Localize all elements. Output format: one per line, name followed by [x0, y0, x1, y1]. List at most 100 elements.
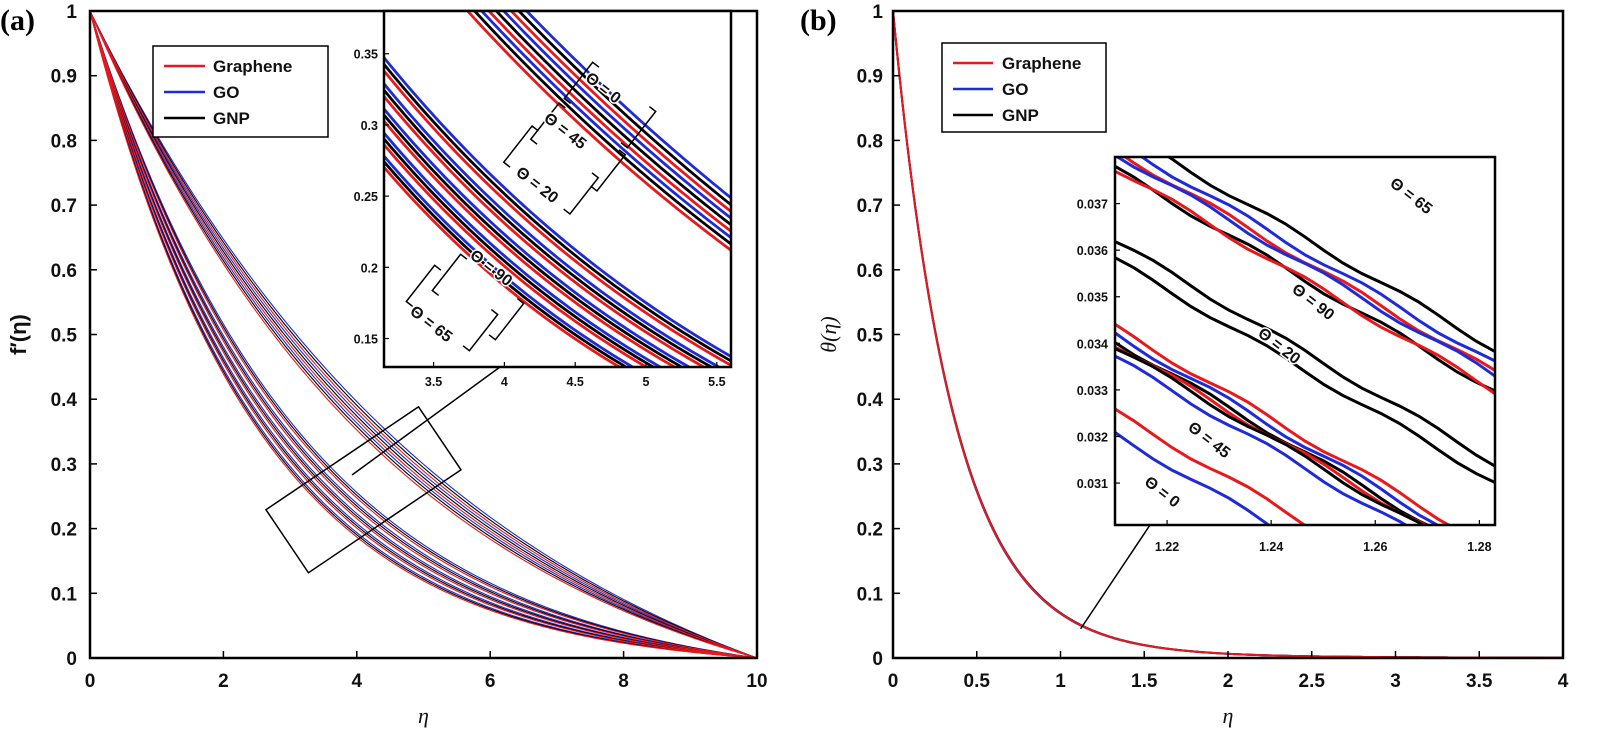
a-bracket-shape-0: [563, 61, 657, 149]
b-inset-background: [1115, 157, 1495, 525]
a-annotation-bracket-0: [563, 61, 657, 149]
b-inset-xtick-label-1: 1.24: [1259, 540, 1283, 554]
b-inset-curve-4: [1115, 157, 1495, 378]
a-inset-curve-go-1: [501, 11, 731, 220]
a-inset-curve-gnp-1: [494, 11, 731, 226]
b-ytick-label-8: 0.8: [857, 131, 883, 152]
b-xtick-label-5: 2.5: [1299, 671, 1326, 692]
b-ytick-label-6: 0.6: [857, 261, 883, 282]
a-xtick-label-5: 10: [746, 671, 767, 692]
a-inset-curve-go-7: [384, 155, 636, 367]
a-inset-curves: [384, 11, 731, 367]
b-inset-curve-9: [1115, 331, 1441, 525]
a-inset-curve-graphene-7: [384, 166, 623, 367]
b-ytick-label-0: 0: [872, 649, 883, 670]
a-xaxis-label: η: [418, 703, 429, 728]
a-inset-ytick-label-2: 0.25: [354, 190, 378, 204]
a-inset-xtick-label-3: 5: [643, 375, 650, 389]
b-inset-ytick-label-2: 0.033: [1077, 384, 1108, 398]
b-zoom-connector: [1079, 524, 1151, 630]
a-ytick-label-8: 0.8: [51, 131, 77, 152]
b-inset-frame: [1113, 155, 1497, 527]
b-inset-xtick-label-0: 1.22: [1155, 540, 1179, 554]
a-legend-label-0: Graphene: [213, 57, 292, 76]
b-legend-label-0: Graphene: [1002, 54, 1081, 73]
curve-a-go-4: [89, 10, 758, 659]
b-ytick-label-2: 0.2: [857, 520, 883, 541]
b-inset-xtick-label-3: 1.28: [1467, 540, 1491, 554]
a-xtick-label-2: 4: [352, 671, 363, 692]
a-xtick-label-3: 6: [485, 671, 496, 692]
b-legend-label-2: GNP: [1002, 106, 1039, 125]
b-ytick-label-9: 0.9: [857, 67, 883, 88]
a-inset-curve-graphene-4: [384, 95, 707, 367]
b-ytick-label-5: 0.5: [857, 326, 884, 347]
curve-a-graphene-3: [89, 10, 758, 659]
a-inset-curve-gnp-3: [384, 63, 731, 363]
b-inset-curve-15: [1115, 431, 1272, 525]
b-inset-curve-2: [1139, 157, 1495, 363]
b-inset-curve-13: [1115, 354, 1409, 525]
a-ytick-label-7: 0.7: [51, 196, 77, 217]
a-ytick-label-2: 0.2: [51, 520, 77, 541]
a-inset-ytick-label-0: 0.15: [354, 333, 378, 347]
a-xtick-label-4: 8: [618, 671, 629, 692]
b-xtick-label-6: 3: [1390, 671, 1401, 692]
b-ytick-label-7: 0.7: [857, 196, 883, 217]
curve-a-go-2: [89, 10, 758, 659]
b-inset-curve-12: [1115, 347, 1426, 525]
b-inset-curve-14: [1115, 407, 1308, 525]
a-legend: Graphene GO GNP: [152, 45, 329, 138]
a-inset-curve-go-0: [524, 11, 731, 200]
b-xaxis-label: η: [1223, 703, 1234, 728]
b-ytick-label-10: 1: [872, 2, 883, 23]
a-inset-xtick-label-1: 4: [501, 375, 508, 389]
b-inset-curve-7: [1115, 256, 1495, 484]
a-inset-curve-graphene-1: [487, 11, 731, 233]
a-annotation-bracket-3: [431, 253, 525, 341]
a-annotation-bracket-1: [529, 101, 627, 193]
b-legend-box: [941, 42, 1107, 133]
curve-a-graphene-4: [89, 10, 758, 659]
a-inset-curve-gnp-0: [516, 11, 731, 206]
a-annotation-bracket-4: [405, 264, 499, 352]
a-ytick-label-10: 1: [66, 2, 77, 23]
a-ytick-label-3: 0.3: [51, 455, 77, 476]
a-inset-curve-gnp-5: [384, 114, 685, 367]
b-xtick-label-0: 0: [888, 671, 899, 692]
a-inset-curve-gnp-2: [472, 11, 731, 246]
b-xtick-label-3: 1.5: [1131, 671, 1158, 692]
b-inset-curve-11: [1115, 345, 1430, 525]
b-inset-xtick-label-2: 1.26: [1363, 540, 1387, 554]
curve-a-graphene-5: [89, 10, 758, 659]
a-bracket-shape-3: [431, 253, 525, 341]
a-inset-curve-go-2: [479, 11, 731, 239]
a-inset-xtick-label-0: 3.5: [425, 375, 442, 389]
curve-a-gnp-1: [89, 10, 758, 659]
curve-a-graphene-1: [89, 10, 758, 659]
b-inset-ytick-label-4: 0.035: [1077, 291, 1108, 305]
a-ytick-label-4: 0.4: [51, 390, 78, 411]
a-ytick-label-9: 0.9: [51, 67, 77, 88]
curve-a-graphene-0: [89, 10, 758, 659]
a-inset-frame: [382, 9, 733, 369]
a-ytick-label-6: 0.6: [51, 261, 77, 282]
a-inset-ytick-label-1: 0.2: [361, 261, 378, 275]
a-inset-ytick-label-3: 0.3: [361, 119, 378, 133]
a-legend-label-1: GO: [213, 83, 239, 102]
b-inset-curve-6: [1115, 240, 1495, 468]
b-xtick-label-4: 2: [1223, 671, 1234, 692]
a-inset-curve-graphene-6: [384, 143, 650, 367]
b-ytick-label-1: 0.1: [857, 584, 884, 605]
b-inset-curve-1: [1115, 164, 1495, 393]
b-inset-ytick-label-0: 0.031: [1077, 477, 1108, 491]
a-inset-curve-go-3: [384, 56, 731, 358]
b-xtick-label-2: 1: [1055, 671, 1066, 692]
b-xtick-label-8: 4: [1558, 671, 1569, 692]
curve-a-graphene-6: [89, 10, 758, 659]
curve-a-go-1: [89, 10, 758, 659]
a-inset-curve-graphene-2: [465, 11, 731, 252]
panel-a-label: (a): [0, 4, 35, 37]
b-xtick-label-1: 0.5: [964, 671, 991, 692]
